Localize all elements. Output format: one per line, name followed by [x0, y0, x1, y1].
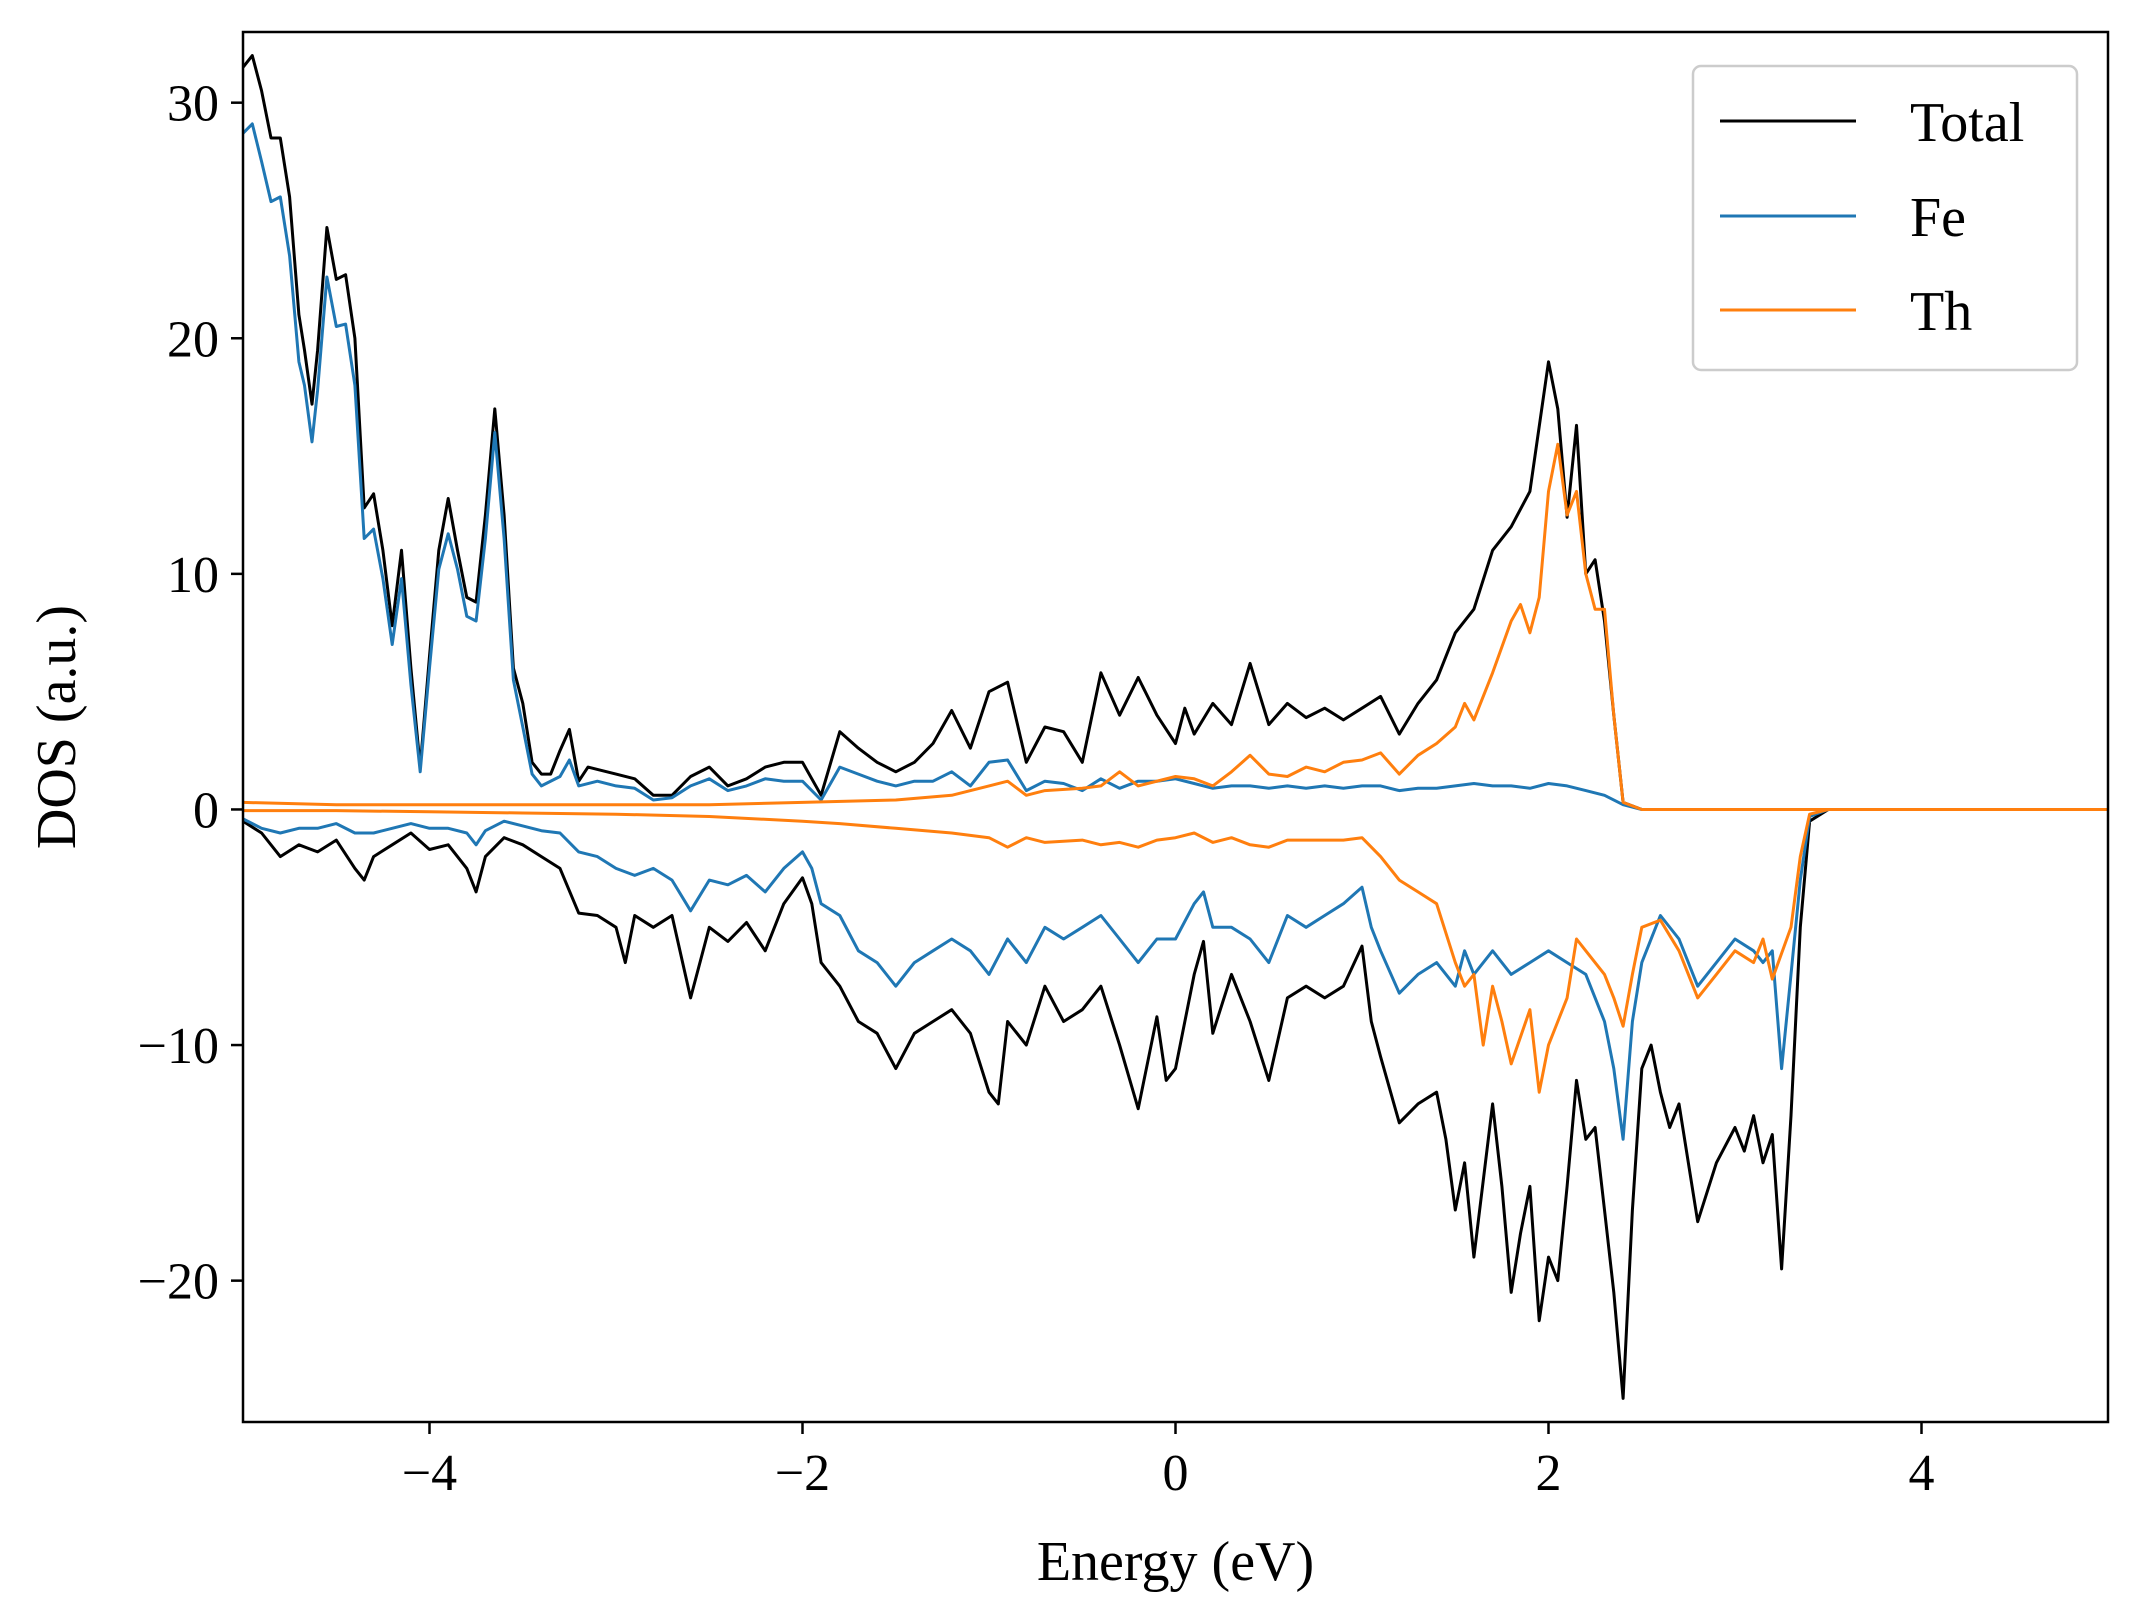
- series-line-total-spin-down: [243, 808, 2108, 1400]
- x-tick-label: 4: [1909, 1445, 1935, 1502]
- y-tick-label: 0: [193, 782, 219, 839]
- x-tick-label: −4: [402, 1445, 457, 1502]
- series-layer: [243, 54, 2108, 1400]
- y-tick-label: −20: [138, 1254, 219, 1311]
- series-line-fe-spin-up: [243, 122, 2108, 811]
- x-axis-label: Energy (eV): [1037, 1531, 1314, 1593]
- y-axis-label: DOS (a.u.): [26, 605, 88, 849]
- legend-label-fe: Fe: [1910, 187, 1966, 249]
- series-line-fe-spin-down: [243, 808, 2108, 1141]
- legend-label-th: Th: [1910, 281, 1972, 343]
- x-tick-label: −2: [775, 1445, 830, 1502]
- series-line-total-spin-up: [243, 54, 2108, 811]
- x-tick-label: 0: [1163, 1445, 1189, 1502]
- y-tick-label: 30: [167, 76, 219, 133]
- x-tick-label: 2: [1536, 1445, 1562, 1502]
- y-tick-label: −10: [138, 1018, 219, 1075]
- y-axis: −20 −10 0 10 20 30: [138, 76, 243, 1311]
- legend: Total Fe Th: [1691, 64, 2079, 372]
- y-tick-label: 20: [167, 311, 219, 368]
- series-line-th-spin-up: [243, 442, 2108, 811]
- legend-box: [1691, 64, 2079, 372]
- series-line-th-spin-down: [243, 808, 2108, 1094]
- legend-label-total: Total: [1910, 92, 2024, 154]
- x-axis: −4 −2 0 2 4: [402, 1422, 1935, 1502]
- y-tick-label: 10: [167, 547, 219, 604]
